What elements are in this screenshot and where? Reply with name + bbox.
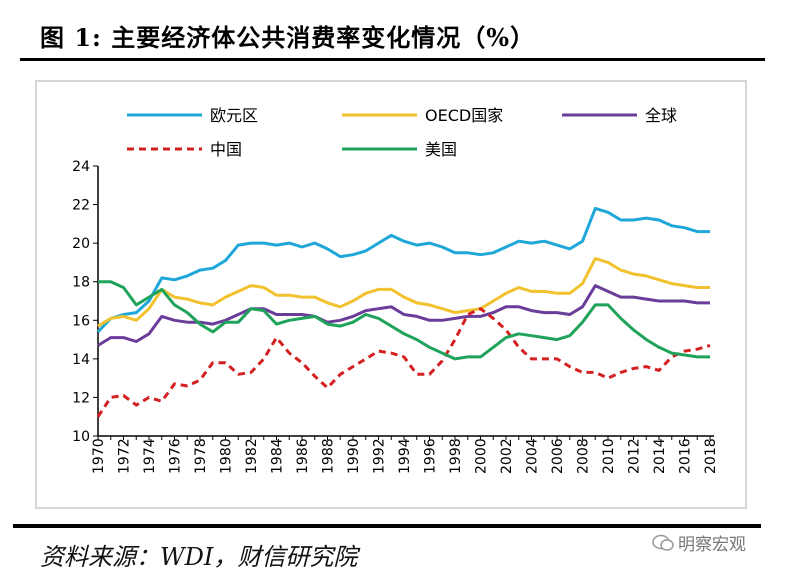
legend-label-0: 欧元区 — [210, 106, 258, 125]
legend-label-1: OECD国家 — [425, 106, 503, 125]
y-tick-label: 12 — [72, 390, 90, 406]
y-tick-label: 10 — [72, 429, 90, 445]
y-tick-label: 16 — [72, 313, 90, 329]
source-note: 资料来源：WDI，财信研究院 — [40, 543, 358, 571]
series-line-3 — [96, 307, 711, 418]
x-tick-label: 1972 — [117, 438, 133, 474]
y-tick-label: 14 — [72, 352, 90, 368]
line-chart: 10 12 14 16 18 20 22 24 1970 1972 1974 1976 1978 1980… — [72, 106, 719, 474]
x-tick-label: 1986 — [295, 438, 311, 474]
legend-label-3: 中国 — [210, 140, 242, 159]
y-tick-label: 20 — [72, 236, 90, 252]
y-tick-label: 18 — [72, 275, 90, 291]
x-tick-label: 2016 — [678, 438, 694, 474]
x-tick-label: 2004 — [525, 438, 541, 474]
x-tick-label: 2000 — [474, 438, 490, 474]
x-tick-label: 2018 — [703, 438, 719, 474]
x-tick-label: 1988 — [321, 438, 337, 474]
legend-label-4: 美国 — [425, 140, 457, 159]
x-tick-label: 1994 — [397, 438, 413, 474]
chart-frame: 10 12 14 16 18 20 22 24 1970 1972 1974 1976 1978 1980… — [35, 80, 747, 509]
x-tick-label: 1998 — [448, 438, 464, 474]
watermark-text: 明察宏观 — [678, 535, 746, 555]
x-tick-label: 1970 — [91, 438, 107, 474]
x-tick-label: 1974 — [142, 438, 158, 474]
x-tick-label: 2014 — [652, 438, 668, 474]
x-tick-label: 2010 — [601, 438, 617, 474]
legend-label-2: 全球 — [645, 106, 677, 125]
x-tick-label: 2012 — [627, 438, 643, 474]
x-tick-label: 1982 — [244, 438, 260, 474]
figure-title: 图 1: 主要经济体公共消费率变化情况（%） — [40, 23, 536, 52]
x-tick-label: 2002 — [499, 438, 515, 474]
x-tick-label: 1984 — [270, 438, 286, 474]
series-line-0 — [96, 206, 710, 333]
x-tick-label: 1976 — [168, 438, 184, 474]
x-tick-label: 2008 — [576, 438, 592, 474]
series-line-4 — [98, 280, 710, 361]
x-tick-label: 1980 — [219, 438, 235, 474]
watermark: 明察宏观 — [652, 530, 746, 555]
x-tick-label: 1992 — [372, 438, 388, 474]
x-tick-label: 1978 — [193, 438, 209, 474]
y-tick-label: 24 — [72, 159, 90, 175]
x-tick-label: 1996 — [423, 438, 439, 474]
series-line-1 — [97, 257, 710, 328]
x-tick-label: 1990 — [346, 438, 362, 474]
wechat-icon — [652, 534, 674, 551]
y-tick-label: 22 — [72, 198, 90, 214]
title-divider — [20, 58, 765, 61]
x-tick-label: 2006 — [550, 438, 566, 474]
footer-divider — [13, 524, 761, 528]
